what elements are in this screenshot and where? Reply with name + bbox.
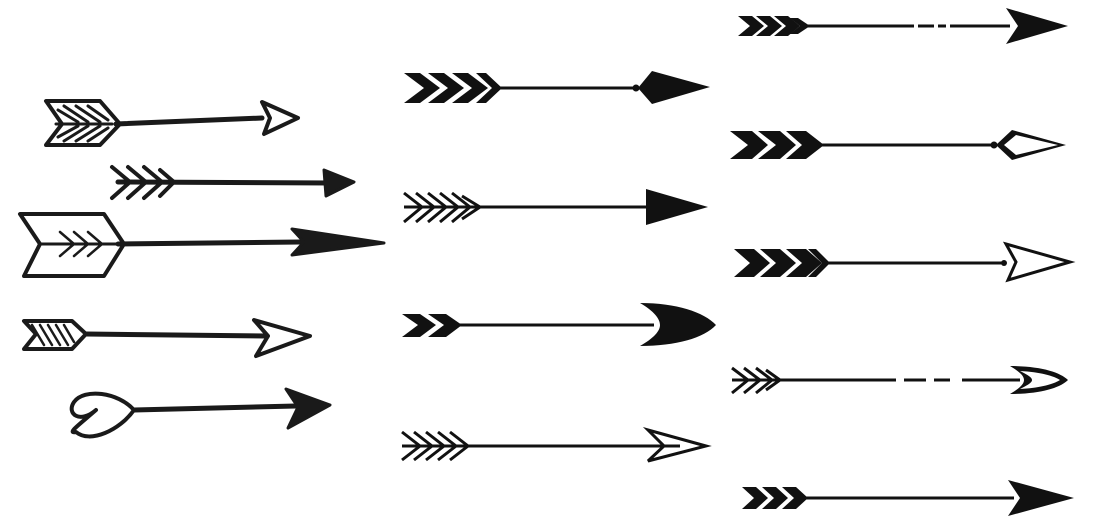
dashed-shaft-rounded-tip-arrow-icon (731, 366, 1068, 395)
hand-drawn-hatched-fletching-arrow-icon (22, 318, 312, 358)
hand-drawn-striped-fletching-arrow-icon (44, 99, 300, 147)
double-chevron-curved-tip-arrow-icon (402, 303, 716, 346)
dashed-shaft-arrow-icon (738, 8, 1068, 44)
hand-drawn-wide-fletching-arrow-icon (18, 212, 386, 278)
column-slim (730, 8, 1076, 516)
column-bold (401, 71, 716, 463)
solid-chevron-fletching-outline-tip-arrow-icon (734, 241, 1076, 283)
chevron-fletching-kite-tip-arrow-icon (730, 130, 1066, 160)
triple-chevron-arrow-icon (742, 480, 1074, 516)
thin-feather-fletching-arrow-icon (403, 189, 708, 225)
hand-drawn-feather-arrow-icon (110, 165, 356, 200)
column-hand-drawn (18, 99, 386, 439)
feather-fletching-outline-tip-arrow-icon (401, 427, 712, 463)
hand-drawn-heart-tail-arrow-icon (69, 387, 332, 439)
bold-chevron-fletching-diamond-tip-arrow-icon (404, 71, 710, 104)
